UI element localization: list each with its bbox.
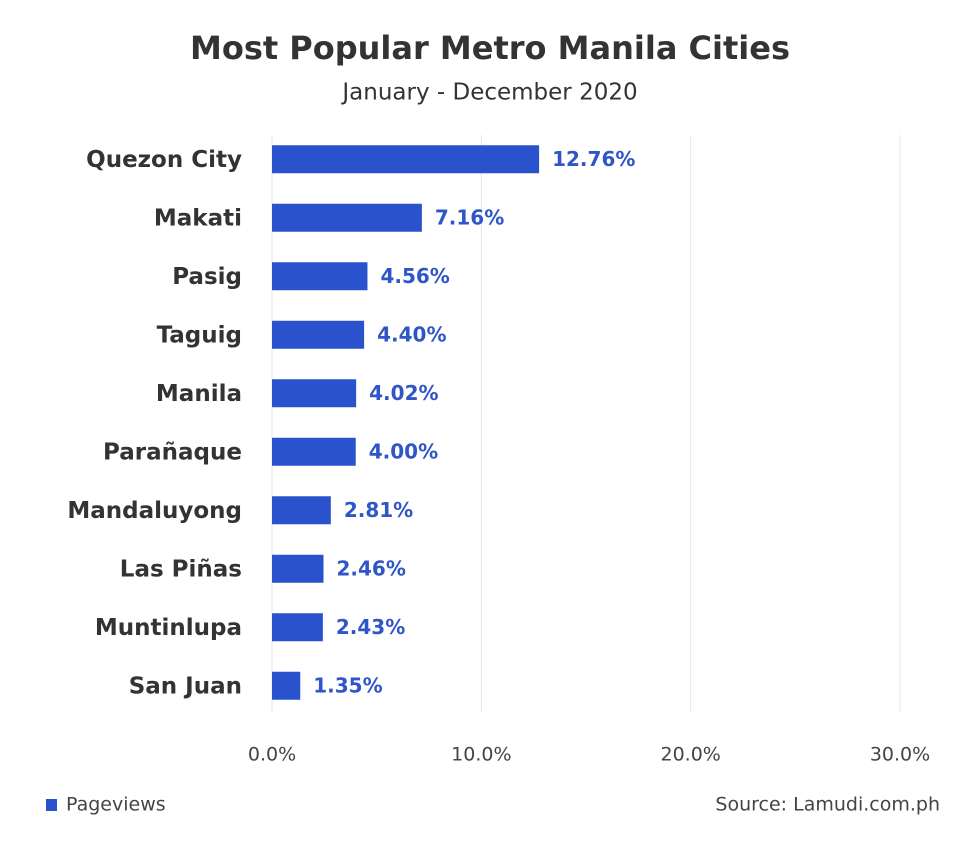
x-tick-label: 0.0% <box>248 744 296 766</box>
value-label: 2.81% <box>344 498 413 522</box>
bar <box>272 145 540 174</box>
value-label: 2.43% <box>336 615 405 639</box>
y-tick-label: San Juan <box>129 673 242 699</box>
source-note: Source: Lamudi.com.ph <box>715 794 940 816</box>
bar <box>272 671 301 700</box>
bar <box>272 320 365 349</box>
y-tick-label: Taguig <box>157 322 242 348</box>
x-tick-label: 30.0% <box>870 744 930 766</box>
y-tick-label: Las Piñas <box>120 556 242 582</box>
value-label: 1.35% <box>313 673 382 697</box>
y-tick-label: Manila <box>156 381 242 407</box>
bar <box>272 203 422 232</box>
bar <box>272 496 331 525</box>
value-label: 4.00% <box>369 439 438 463</box>
value-label: 4.40% <box>377 322 446 346</box>
value-label: 2.46% <box>336 556 405 580</box>
value-label: 4.56% <box>380 264 449 288</box>
value-label: 12.76% <box>552 147 635 171</box>
legend-label: Pageviews <box>66 794 166 816</box>
y-tick-label: Muntinlupa <box>95 615 242 641</box>
bar <box>272 554 324 583</box>
x-tick-label: 10.0% <box>451 744 511 766</box>
y-tick-label: Quezon City <box>86 147 242 173</box>
value-label: 7.16% <box>435 205 504 229</box>
y-tick-label: Parañaque <box>103 439 242 465</box>
legend-swatch <box>46 799 57 811</box>
bar <box>272 437 356 466</box>
value-label: 4.02% <box>369 381 438 405</box>
bar <box>272 379 357 408</box>
chart-subtitle: January - December 2020 <box>340 80 637 106</box>
bar <box>272 613 323 642</box>
bar <box>272 262 368 291</box>
y-tick-label: Pasig <box>172 264 242 290</box>
y-tick-label: Makati <box>154 205 242 231</box>
x-tick-label: 20.0% <box>660 744 720 766</box>
y-tick-label: Mandaluyong <box>67 498 242 524</box>
chart-title: Most Popular Metro Manila Cities <box>190 29 790 67</box>
